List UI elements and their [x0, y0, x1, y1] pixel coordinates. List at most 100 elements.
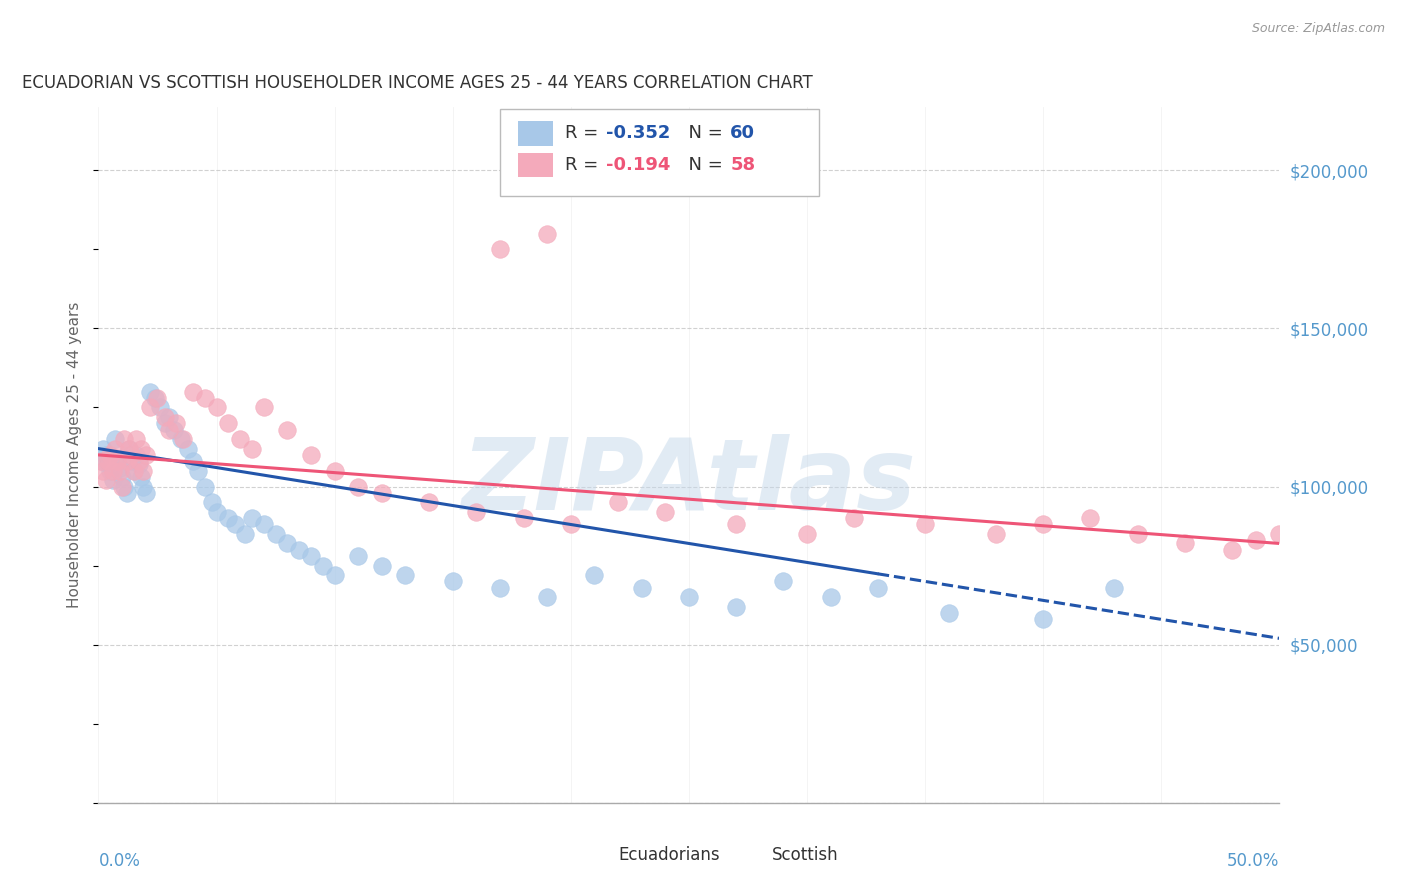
Text: R =: R =: [565, 156, 605, 174]
Point: [172, 432, 194, 446]
Point: [347, 479, 370, 493]
Text: Source: ZipAtlas.com: Source: ZipAtlas.com: [1251, 22, 1385, 36]
Point: [91, 442, 114, 456]
Point: [111, 470, 134, 484]
Text: Scottish: Scottish: [772, 846, 838, 864]
Point: [418, 495, 440, 509]
Point: [153, 409, 176, 424]
Point: [224, 517, 246, 532]
Point: [607, 495, 630, 509]
Point: [217, 417, 239, 431]
Text: -0.194: -0.194: [606, 156, 671, 174]
Point: [914, 517, 936, 532]
Point: [299, 549, 322, 563]
Text: R =: R =: [565, 125, 605, 143]
Point: [264, 527, 287, 541]
Point: [143, 391, 166, 405]
Text: 58: 58: [730, 156, 755, 174]
FancyBboxPatch shape: [517, 121, 553, 145]
Point: [312, 558, 335, 573]
Text: ECUADORIAN VS SCOTTISH HOUSEHOLDER INCOME AGES 25 - 44 YEARS CORRELATION CHART: ECUADORIAN VS SCOTTISH HOUSEHOLDER INCOM…: [21, 74, 813, 92]
Point: [1268, 527, 1291, 541]
Point: [1174, 536, 1197, 550]
Point: [97, 454, 120, 468]
Point: [253, 517, 276, 532]
Point: [90, 454, 112, 468]
Text: 60: 60: [730, 125, 755, 143]
Point: [725, 599, 748, 614]
Point: [1032, 612, 1054, 626]
Point: [122, 464, 145, 478]
Point: [98, 448, 121, 462]
Point: [194, 479, 217, 493]
Point: [157, 409, 180, 424]
Point: [866, 581, 889, 595]
Point: [187, 464, 209, 478]
Point: [122, 464, 145, 478]
Point: [630, 581, 652, 595]
Point: [371, 486, 394, 500]
Y-axis label: Householder Income Ages 25 - 44 years: Householder Income Ages 25 - 44 years: [67, 301, 83, 608]
Point: [129, 470, 152, 484]
Point: [181, 384, 204, 399]
Point: [371, 558, 394, 573]
Point: [129, 442, 152, 456]
Point: [101, 473, 124, 487]
Point: [177, 442, 200, 456]
Point: [101, 464, 124, 478]
Point: [938, 606, 960, 620]
Point: [1244, 533, 1267, 548]
Point: [205, 401, 228, 415]
FancyBboxPatch shape: [730, 845, 763, 865]
Point: [1220, 542, 1243, 557]
Text: N =: N =: [678, 156, 728, 174]
Point: [583, 568, 606, 582]
Text: Ecuadorians: Ecuadorians: [619, 846, 720, 864]
Point: [104, 442, 127, 456]
Point: [288, 542, 311, 557]
Point: [115, 486, 138, 500]
Point: [441, 574, 464, 589]
Point: [105, 454, 128, 468]
Point: [118, 442, 141, 456]
Point: [1080, 511, 1102, 525]
Point: [253, 401, 276, 415]
Point: [125, 432, 148, 446]
Point: [194, 391, 217, 405]
Point: [1032, 517, 1054, 532]
Point: [128, 458, 150, 472]
FancyBboxPatch shape: [517, 153, 553, 177]
Point: [1126, 527, 1149, 541]
Point: [94, 448, 117, 462]
Point: [121, 454, 143, 468]
Point: [94, 473, 117, 487]
Point: [276, 536, 298, 550]
Point: [139, 384, 162, 399]
Point: [240, 511, 263, 525]
Text: 50.0%: 50.0%: [1227, 852, 1279, 870]
Point: [111, 479, 134, 493]
Text: ZIPAtlas: ZIPAtlas: [461, 434, 917, 532]
Point: [323, 464, 346, 478]
Point: [725, 517, 748, 532]
Point: [112, 432, 135, 446]
Point: [772, 574, 794, 589]
Point: [135, 448, 157, 462]
Point: [1102, 581, 1125, 595]
Point: [97, 458, 120, 472]
Point: [205, 505, 228, 519]
Point: [844, 511, 866, 525]
Point: [654, 505, 676, 519]
Point: [139, 401, 162, 415]
Point: [678, 591, 700, 605]
FancyBboxPatch shape: [501, 109, 818, 196]
Point: [128, 454, 150, 468]
Point: [394, 568, 416, 582]
Point: [233, 527, 256, 541]
Point: [299, 448, 322, 462]
Point: [121, 448, 143, 462]
Point: [135, 486, 157, 500]
FancyBboxPatch shape: [576, 845, 610, 865]
Point: [217, 511, 239, 525]
Point: [104, 432, 127, 446]
